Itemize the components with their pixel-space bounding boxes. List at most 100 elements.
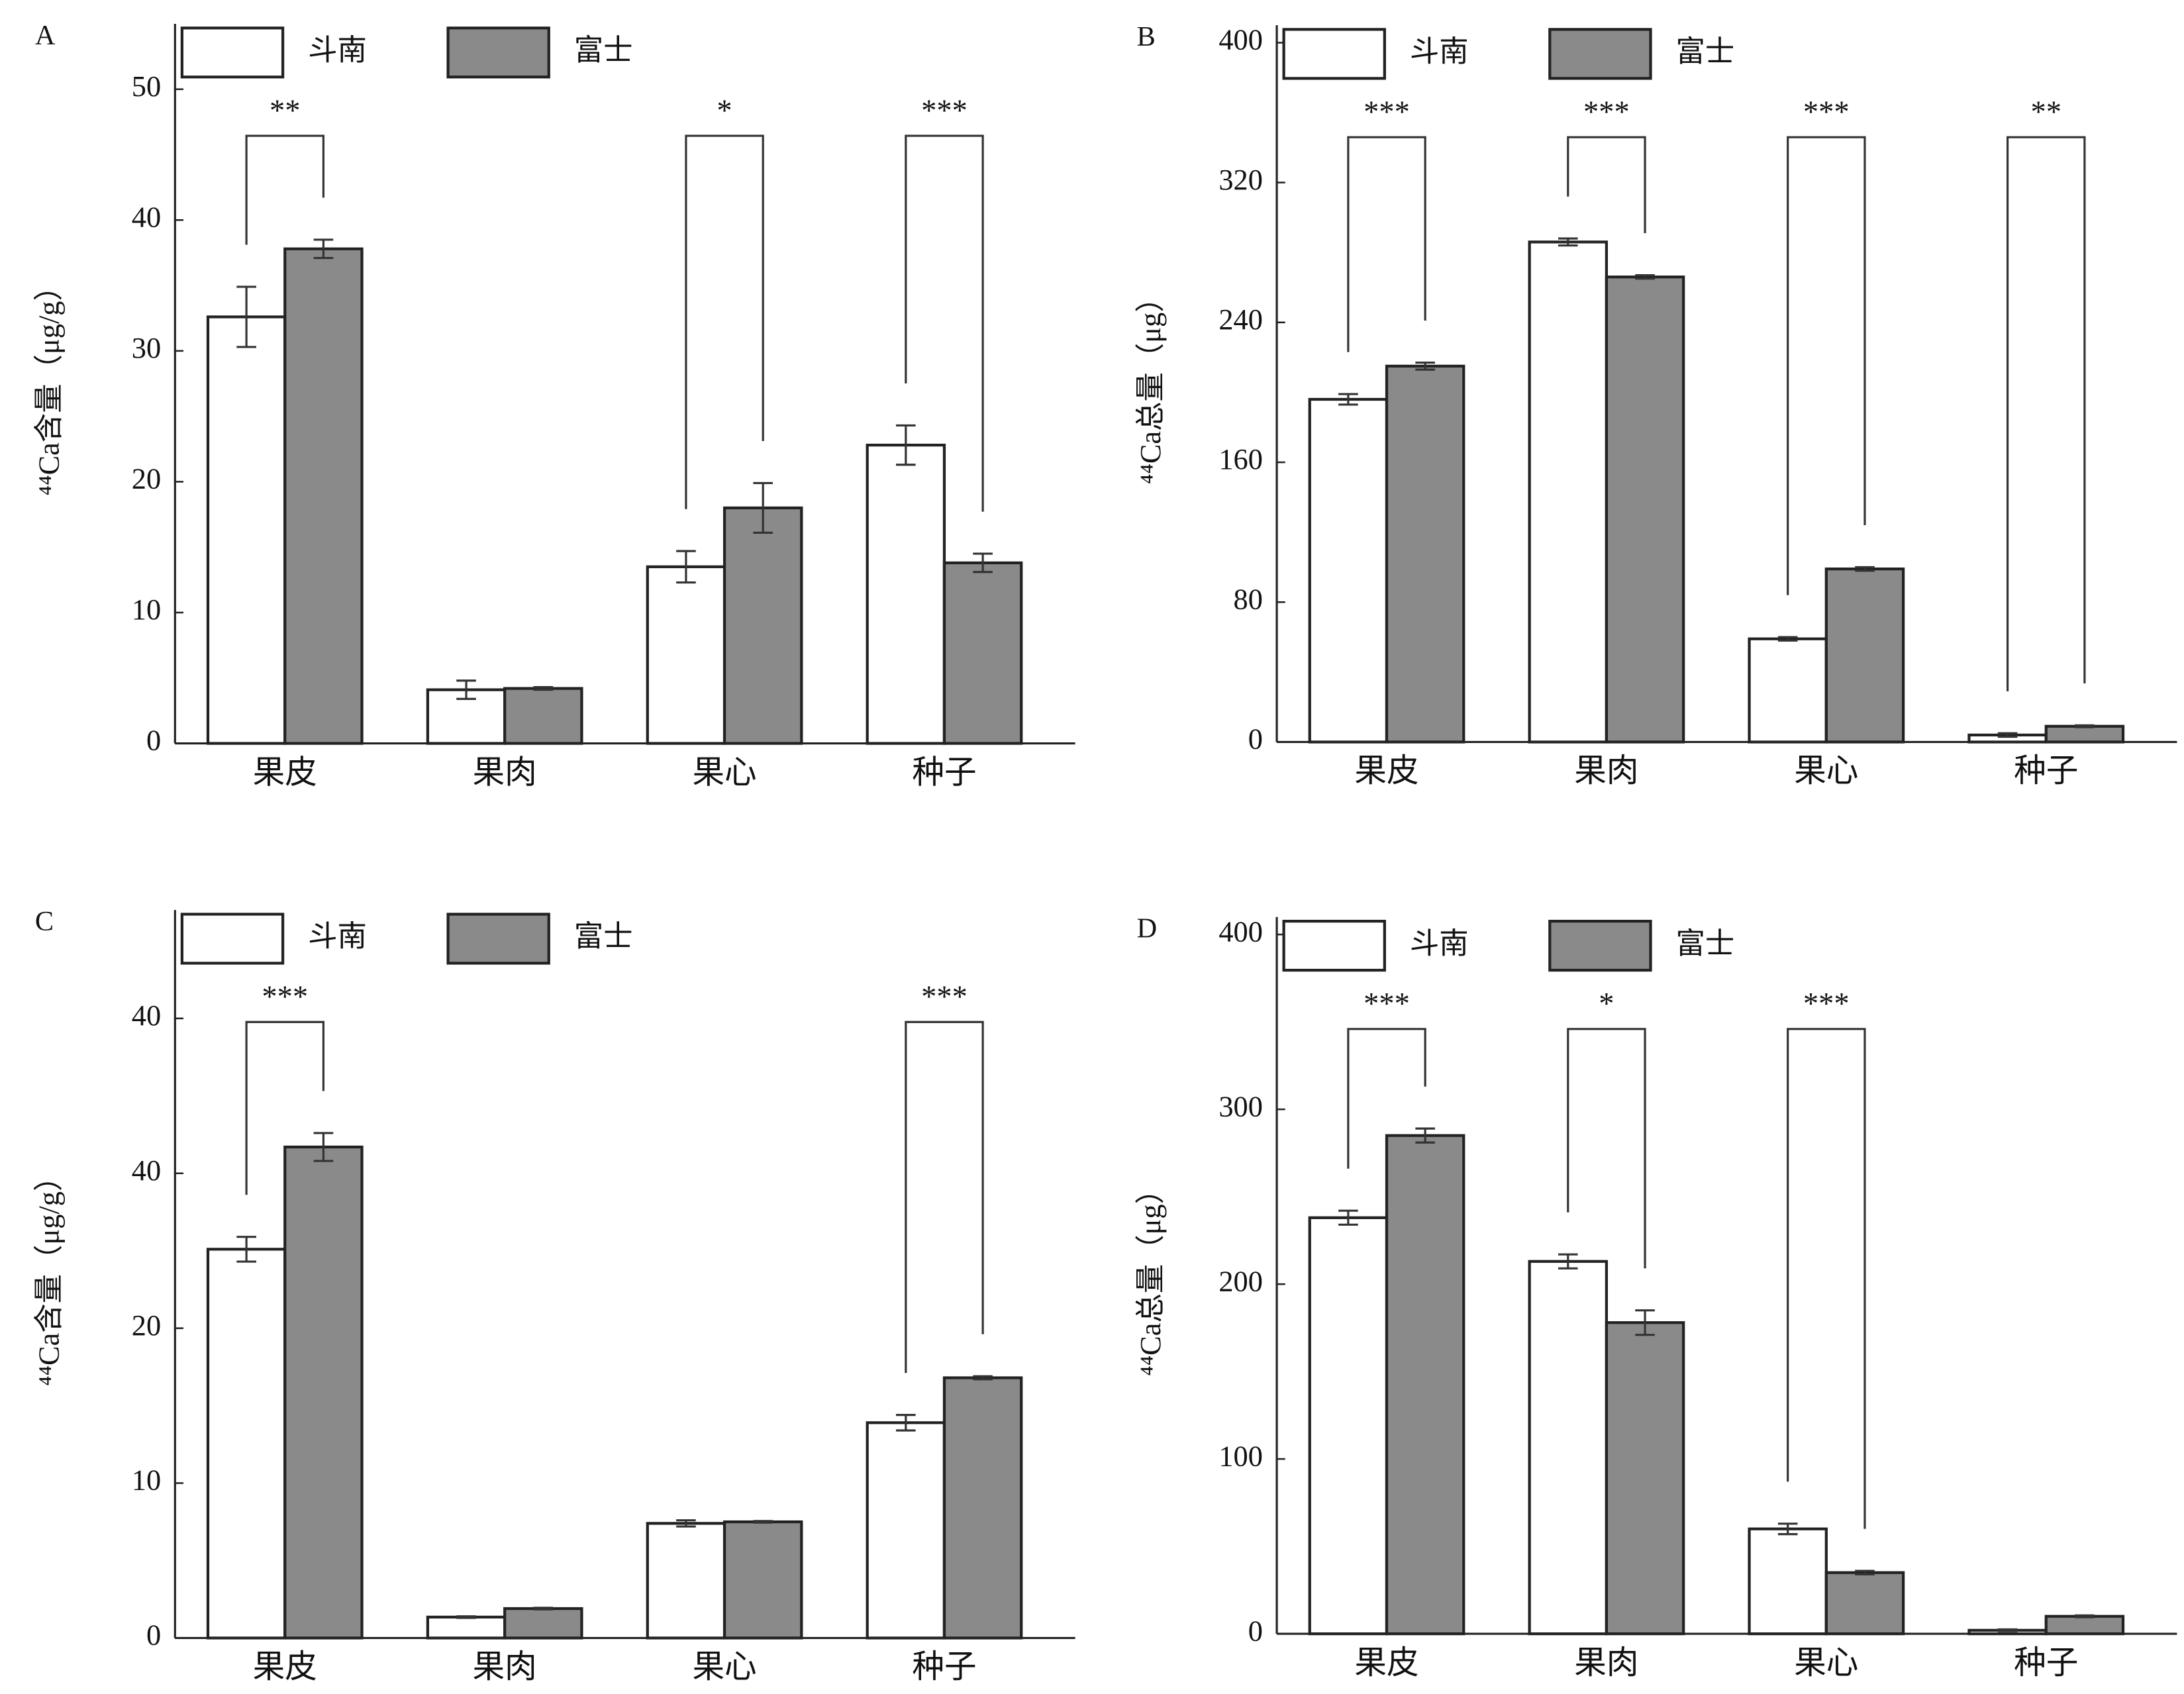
bar <box>646 565 726 745</box>
error-bar <box>1997 1628 2018 1632</box>
y-tick-label: 400 <box>1218 23 1263 56</box>
bar <box>1605 275 1685 744</box>
y-tick-label: 0 <box>1248 1614 1263 1647</box>
panel-label: C <box>35 906 54 937</box>
error-bar <box>1338 393 1358 406</box>
y-tick-label: 40 <box>132 999 161 1032</box>
error-bar <box>313 238 334 260</box>
legend-swatch <box>1282 28 1386 80</box>
significance-label: *** <box>1803 95 1850 129</box>
significance-label: *** <box>1364 987 1410 1021</box>
bar <box>2044 1615 2125 1636</box>
x-tick-label: 果心 <box>1794 753 1858 789</box>
bar <box>1308 1216 1389 1636</box>
y-tick-label: 0 <box>146 724 161 757</box>
significance-bracket <box>1787 136 1866 595</box>
bar <box>722 506 803 745</box>
error-bar <box>676 550 696 584</box>
error-bar <box>973 552 993 573</box>
error-bar <box>1777 636 1798 642</box>
y-tick-label: 80 <box>1234 582 1263 615</box>
error-bar <box>753 1520 773 1524</box>
x-tick-label: 种子 <box>2014 1645 2078 1681</box>
error-bar <box>236 1236 256 1263</box>
x-tick-label: 种子 <box>912 1649 976 1685</box>
significance-label: *** <box>1364 95 1410 129</box>
error-bar <box>456 679 476 700</box>
significance-bracket <box>905 134 984 512</box>
y-tick-label: 40 <box>132 200 161 233</box>
legend-swatch <box>1548 28 1652 80</box>
error-bar <box>533 1607 554 1611</box>
bar <box>942 1376 1023 1640</box>
y-tick-label: 20 <box>132 462 161 495</box>
y-tick-label: 0 <box>146 1619 161 1652</box>
bar <box>283 247 364 745</box>
bar <box>1748 1527 1828 1636</box>
significance-label: * <box>717 94 732 128</box>
bar <box>503 1607 583 1640</box>
bar <box>1308 397 1389 744</box>
y-tick-label: 10 <box>132 593 161 626</box>
significance-bracket <box>1347 136 1426 352</box>
error-bar <box>236 285 256 348</box>
significance-label: ** <box>2030 95 2061 129</box>
legend-swatch <box>1548 919 1652 972</box>
y-tick-label: 100 <box>1218 1439 1263 1472</box>
x-tick-label: 果肉 <box>473 754 537 790</box>
y-tick-label: 30 <box>132 331 161 364</box>
bar <box>1528 240 1609 744</box>
bar <box>866 1421 946 1640</box>
error-bar <box>1338 1209 1358 1226</box>
bar <box>283 1145 364 1640</box>
y-tick-label: 200 <box>1218 1264 1263 1297</box>
panel-label: A <box>35 20 56 51</box>
legend-swatch <box>446 26 550 79</box>
bar <box>646 1522 726 1640</box>
error-bar <box>896 424 916 466</box>
significance-label: *** <box>921 980 968 1014</box>
y-tick-label: 50 <box>132 70 161 103</box>
bar <box>1605 1321 1685 1636</box>
error-bar <box>1415 361 1435 371</box>
y-tick-label: 10 <box>132 1464 161 1497</box>
bar <box>942 561 1023 745</box>
x-tick-label: 果肉 <box>1574 753 1638 789</box>
legend-swatch <box>446 913 550 965</box>
significance-label: *** <box>262 980 308 1014</box>
legend-swatch <box>180 913 285 965</box>
panel-label: B <box>1137 21 1156 52</box>
significance-bracket <box>2007 136 2086 691</box>
x-tick-label: 果心 <box>1794 1645 1858 1681</box>
significance-bracket <box>685 134 764 509</box>
y-tick-label: 0 <box>1248 722 1263 756</box>
significance-bracket <box>245 134 324 245</box>
significance-bracket <box>1347 1028 1426 1169</box>
error-bar <box>1558 237 1578 247</box>
bar <box>503 687 583 745</box>
error-bar <box>1855 1569 1875 1575</box>
error-bar <box>896 1414 916 1432</box>
significance-label: *** <box>1803 987 1850 1021</box>
error-bar <box>1558 1253 1578 1270</box>
significance-label: ** <box>270 94 300 128</box>
legend-label: 斗南 <box>1410 35 1469 68</box>
x-tick-label: 果肉 <box>1574 1645 1638 1681</box>
y-tick-label: 300 <box>1218 1089 1263 1122</box>
y-tick-label: 400 <box>1218 915 1263 948</box>
x-tick-label: 果皮 <box>253 1649 317 1685</box>
bar <box>1824 567 1905 744</box>
bar <box>1385 1134 1465 1636</box>
legend-swatch <box>180 26 285 79</box>
error-bar <box>2075 724 2095 728</box>
y-tick-label: 160 <box>1218 442 1263 475</box>
error-bar <box>2075 1614 2095 1619</box>
error-bar <box>456 1615 476 1619</box>
significance-label: * <box>1599 987 1614 1021</box>
legend-label: 斗南 <box>1410 926 1469 960</box>
y-tick-label: 40 <box>132 1154 161 1187</box>
x-tick-label: 果心 <box>692 1649 756 1685</box>
